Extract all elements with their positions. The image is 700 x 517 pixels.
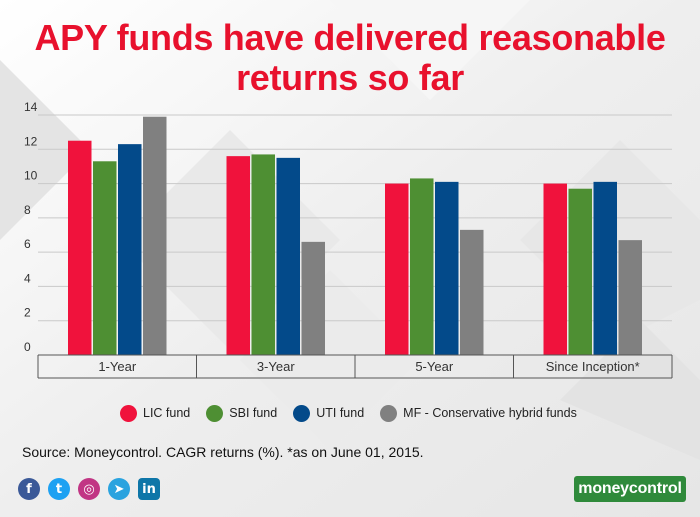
legend-item: MF - Conservative hybrid funds: [380, 404, 577, 422]
twitter-icon[interactable]: t: [48, 478, 70, 500]
legend-item: SBI fund: [206, 404, 278, 422]
x-tick-label: 3-Year: [257, 359, 295, 374]
x-tick-label: 5-Year: [415, 359, 453, 374]
y-tick-label: 10: [24, 169, 38, 183]
y-tick-label: 0: [24, 340, 31, 354]
bars: [68, 116, 642, 355]
moneycontrol-logo[interactable]: moneycontrol: [574, 476, 686, 502]
y-tick-label: 2: [24, 306, 31, 320]
bar: [226, 156, 250, 355]
title-line-2: returns so far: [236, 57, 464, 98]
bar: [301, 241, 325, 355]
bar: [435, 181, 459, 355]
legend-swatch: [380, 404, 398, 422]
legend-item: LIC fund: [120, 404, 191, 422]
legend-swatch: [293, 404, 311, 422]
x-axis: 1-Year 3-Year 5-Year Since Inception*: [37, 354, 673, 379]
title-line-1: APY funds have delivered reasonable: [34, 17, 666, 58]
legend: LIC fund SBI fund UTI fund MF - Conservativ…: [120, 402, 583, 424]
bar: [618, 240, 642, 355]
y-tick-label: 12: [24, 134, 38, 148]
bar: [460, 229, 484, 355]
y-axis-ticks: 0 2 4 6 8 10 12 14: [24, 100, 38, 354]
legend-label: LIC fund: [143, 406, 191, 420]
chart-title: APY funds have delivered reasonable retu…: [0, 18, 700, 98]
bar: [93, 161, 117, 355]
facebook-icon[interactable]: f: [18, 478, 40, 500]
x-tick-label: Since Inception*: [546, 359, 640, 374]
bar: [118, 144, 142, 355]
bar: [68, 140, 92, 355]
bar: [593, 181, 617, 355]
legend-swatch: [206, 404, 224, 422]
bar: [276, 157, 300, 355]
y-tick-label: 14: [24, 100, 38, 114]
bar: [410, 178, 434, 355]
instagram-icon[interactable]: ◎: [78, 478, 100, 500]
bar-chart: 0 2 4 6 8 10 12 14 1-Year 3-Year 5-Year Since Ince…: [24, 100, 673, 379]
bar: [543, 183, 567, 355]
telegram-icon[interactable]: ➤: [108, 478, 130, 500]
legend-label: MF - Conservative hybrid funds: [403, 406, 577, 420]
bar: [568, 188, 592, 355]
x-tick-label: 1-Year: [98, 359, 136, 374]
social-links: f t ◎ ➤ in: [18, 478, 160, 500]
source-note: Source: Moneycontrol. CAGR returns (%). …: [22, 444, 424, 460]
legend-item: UTI fund: [293, 404, 365, 422]
bar: [143, 116, 167, 355]
legend-label: UTI fund: [316, 406, 365, 420]
linkedin-icon[interactable]: in: [138, 478, 160, 500]
y-tick-label: 4: [24, 271, 31, 285]
legend-label: SBI fund: [229, 406, 278, 420]
y-tick-label: 8: [24, 203, 31, 217]
bar: [251, 154, 275, 355]
bar: [385, 183, 409, 355]
y-tick-label: 6: [24, 237, 31, 251]
legend-swatch: [120, 404, 137, 422]
